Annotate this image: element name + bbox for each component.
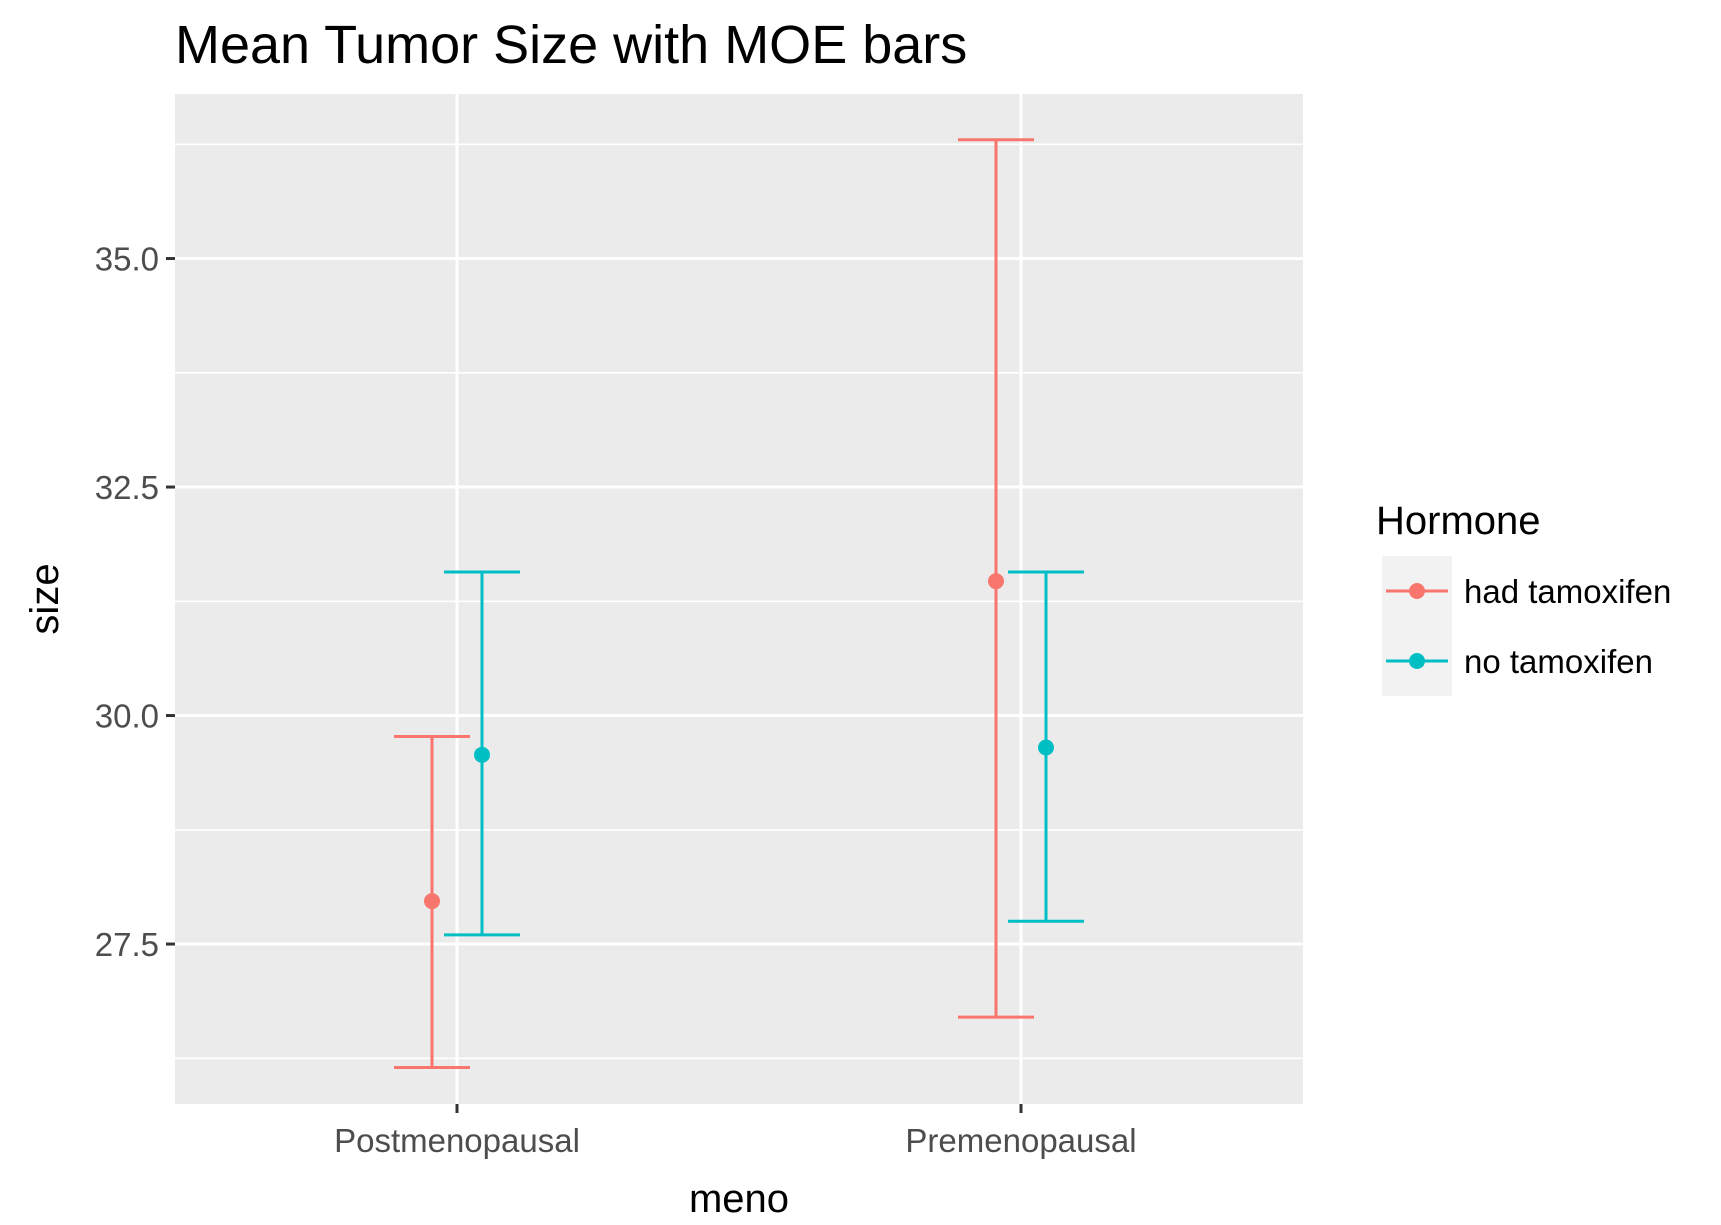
legend-label: had tamoxifen [1464, 573, 1671, 610]
mean-point-had-tamoxifen [424, 893, 440, 910]
mean-point-no-tamoxifen [1038, 739, 1054, 756]
legend: Hormone had tamoxifen no tamoxifen [1376, 499, 1671, 696]
y-tick-label: 32.5 [95, 469, 159, 506]
y-tick-label: 35.0 [95, 241, 159, 278]
legend-label: no tamoxifen [1464, 643, 1653, 680]
y-tick-label: 30.0 [95, 698, 159, 735]
legend-key-point [1409, 583, 1425, 599]
mean-points [424, 573, 1054, 910]
y-axis-ticks: 27.5 30.0 32.5 35.0 [95, 241, 175, 963]
minor-gridlines [175, 143, 1303, 1060]
chart-title: Mean Tumor Size with MOE bars [175, 15, 967, 75]
legend-key-point [1409, 653, 1425, 669]
x-tick-label: Postmenopausal [334, 1122, 580, 1159]
x-tick-label: Premenopausal [905, 1122, 1136, 1159]
mean-point-no-tamoxifen [474, 746, 490, 763]
y-tick-label: 27.5 [95, 926, 159, 963]
y-axis-title: size [23, 563, 67, 634]
legend-title: Hormone [1376, 499, 1541, 543]
mean-point-had-tamoxifen [988, 573, 1004, 590]
plot-panel [175, 94, 1303, 1104]
x-axis-ticks: Postmenopausal Premenopausal [334, 1104, 1137, 1159]
x-axis-title: meno [689, 1177, 789, 1221]
